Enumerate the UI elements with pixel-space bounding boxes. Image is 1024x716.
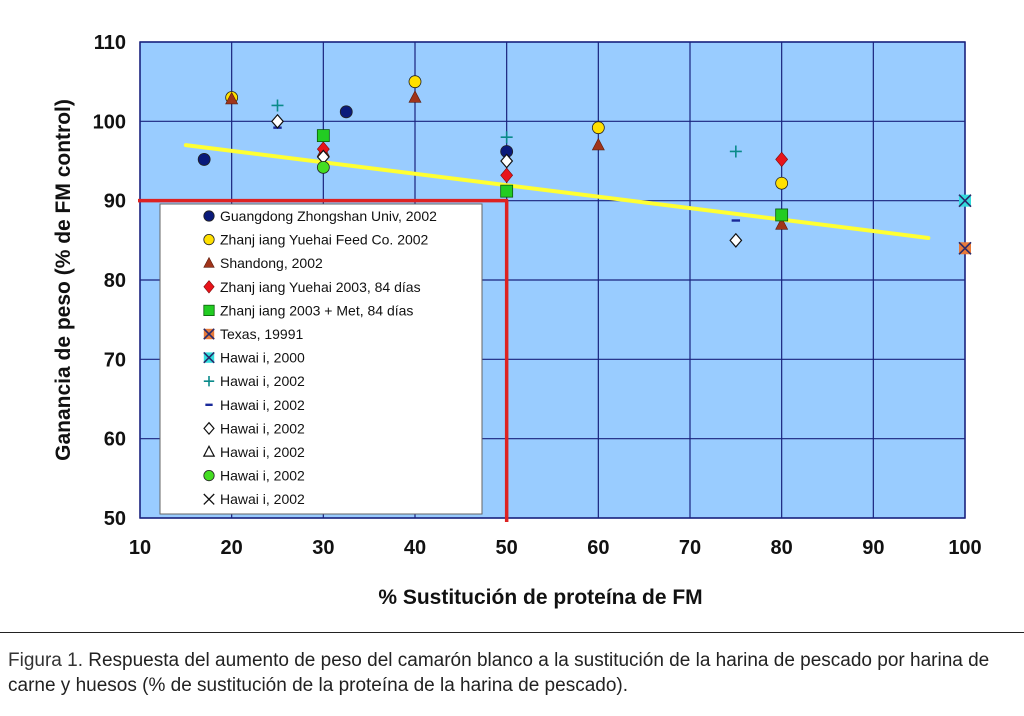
data-point-series-2 bbox=[591, 137, 605, 151]
data-point-series-6 bbox=[958, 194, 972, 208]
legend-marker-7 bbox=[203, 376, 215, 387]
data-point-series-4 bbox=[500, 184, 514, 198]
legend-label: Hawai i, 2002 bbox=[220, 420, 305, 436]
marker-cross bbox=[958, 241, 972, 255]
legend-marker-6 bbox=[203, 351, 215, 364]
legend-label: Guangdong Zhongshan Univ, 2002 bbox=[220, 208, 437, 224]
x-tick-label: 70 bbox=[679, 537, 701, 559]
caption-text: Respuesta del aumento de peso del camaró… bbox=[8, 650, 990, 696]
data-point-series-2 bbox=[775, 217, 789, 230]
x-axis-title: % Sustitución de proteína de FM bbox=[378, 586, 702, 609]
legend-marker-3 bbox=[203, 280, 215, 294]
y-axis-title: Ganancia de peso (% de FM control) bbox=[52, 99, 75, 461]
legend-label: Hawai i, 2002 bbox=[220, 491, 305, 507]
x-tick-label: 50 bbox=[496, 537, 518, 559]
legend-label: Zhanj iang Yuehai 2003, 84 días bbox=[220, 279, 421, 295]
legend-marker-4 bbox=[203, 304, 215, 317]
legend-marker-2 bbox=[203, 256, 215, 268]
figure-caption: Figura 1. Respuesta del aumento de peso … bbox=[8, 648, 1013, 698]
x-tick-label: 90 bbox=[862, 537, 884, 559]
x-tick-label: 60 bbox=[587, 537, 609, 559]
data-points bbox=[197, 75, 972, 255]
marker-cross bbox=[203, 328, 215, 340]
legend-label: Hawai i, 2002 bbox=[220, 373, 305, 389]
data-point-series-9 bbox=[271, 113, 284, 129]
data-point-series-4 bbox=[775, 208, 789, 222]
reference-lines bbox=[138, 198, 509, 522]
y-tick-label: 100 bbox=[93, 111, 126, 133]
data-point-series-11 bbox=[316, 160, 330, 174]
y-tick-label: 110 bbox=[94, 32, 126, 54]
x-tick-label: 20 bbox=[221, 537, 243, 559]
legend-label: Hawai i, 2002 bbox=[220, 468, 305, 484]
caption-divider bbox=[0, 632, 1024, 633]
data-point-series-0 bbox=[339, 105, 353, 119]
data-point-series-4 bbox=[316, 129, 330, 143]
y-tick-label: 90 bbox=[104, 191, 126, 213]
caption-label: Figura 1. bbox=[8, 650, 83, 671]
x-tick-label: 40 bbox=[404, 537, 426, 559]
x-tick-label: 10 bbox=[129, 537, 151, 559]
legend-label: Hawai i, 2002 bbox=[220, 444, 305, 460]
data-point-series-1 bbox=[591, 121, 605, 135]
x-tick-label: 80 bbox=[771, 537, 793, 559]
x-tick-label: 100 bbox=[948, 537, 981, 559]
legend-label: Hawai i, 2000 bbox=[220, 350, 305, 366]
data-point-series-3 bbox=[500, 167, 514, 183]
legend-label: Zhanj iang Yuehai Feed Co. 2002 bbox=[220, 232, 429, 248]
legend-label: Texas, 19991 bbox=[220, 326, 303, 342]
y-tick-label: 50 bbox=[104, 508, 126, 530]
x-tick-label: 30 bbox=[312, 537, 334, 559]
legend-marker-11 bbox=[203, 469, 215, 482]
tick-labels: 10 20 30 40 50 60 70 80 90 100 50 60 70 80 90 100 110 bbox=[93, 32, 982, 559]
legend-marker-10 bbox=[202, 444, 216, 457]
data-point-series-5 bbox=[958, 241, 972, 255]
y-tick-label: 70 bbox=[104, 349, 126, 371]
data-point-series-9 bbox=[729, 232, 743, 248]
legend-label: Hawai i, 2002 bbox=[220, 397, 305, 413]
marker-cross bbox=[203, 351, 215, 364]
data-point-series-7 bbox=[729, 145, 742, 158]
legend-marker-12 bbox=[203, 493, 215, 505]
data-point-series-7 bbox=[271, 99, 284, 112]
data-point-series-2 bbox=[408, 90, 422, 103]
data-point-series-9 bbox=[500, 153, 514, 169]
trendline bbox=[183, 143, 931, 240]
legend-marker-5 bbox=[203, 328, 215, 340]
trendline-group bbox=[183, 143, 931, 240]
legend-marker-1 bbox=[203, 234, 215, 246]
legend-label: Shandong, 2002 bbox=[220, 255, 323, 271]
data-point-series-0 bbox=[197, 153, 211, 166]
legend-label: Zhanj iang 2003 + Met, 84 días bbox=[220, 302, 413, 318]
data-point-series-1 bbox=[408, 75, 422, 89]
data-point-series-3 bbox=[775, 151, 789, 168]
y-tick-label: 60 bbox=[104, 429, 126, 451]
data-point-series-1 bbox=[775, 176, 789, 190]
marker-cross bbox=[958, 194, 972, 208]
data-point-series-2 bbox=[225, 91, 239, 105]
legend-marker-0 bbox=[203, 210, 215, 222]
legend-marker-9 bbox=[203, 421, 215, 436]
scatter-chart: 10 20 30 40 50 60 70 80 90 100 50 60 70 80 90 100 110 Gu… bbox=[52, 32, 982, 609]
y-tick-label: 80 bbox=[104, 270, 126, 292]
legend: Guangdong Zhongshan Univ, 2002 Zhanj iang… bbox=[159, 203, 483, 515]
data-point-series-7 bbox=[500, 131, 513, 144]
